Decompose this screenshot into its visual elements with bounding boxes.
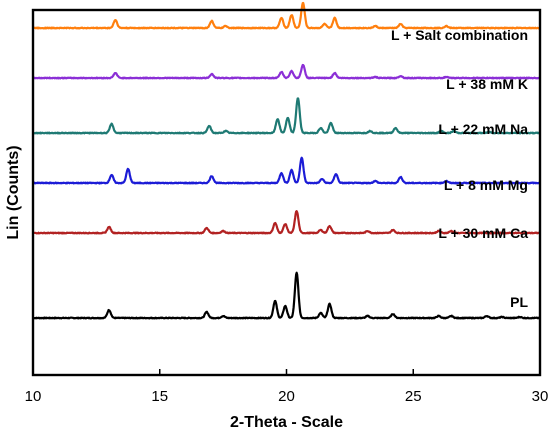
series-traces xyxy=(32,1,541,320)
series-label: L + 22 mM Na xyxy=(438,121,528,137)
series-labels: PL L + 30 mM Ca L + 8 mM Mg L + 22 mM Na L +… xyxy=(391,27,528,310)
x-tick-label: 10 xyxy=(25,388,42,405)
series-label: L + 38 mM K xyxy=(446,76,528,92)
series-line xyxy=(32,156,541,185)
series-line xyxy=(32,210,541,235)
x-axis-ticks: 10 15 20 25 30 xyxy=(25,369,549,405)
series-line xyxy=(32,97,541,135)
series-label: L + Salt combination xyxy=(391,27,528,43)
x-tick-label: 20 xyxy=(278,388,295,405)
series-line xyxy=(32,271,541,320)
series-label: PL xyxy=(510,294,528,310)
x-tick-label: 25 xyxy=(405,388,422,405)
x-axis-title: 2-Theta - Scale xyxy=(230,414,343,431)
series-label: L + 8 mM Mg xyxy=(444,177,528,193)
series-line xyxy=(32,1,541,30)
y-axis-title: Lin (Counts) xyxy=(5,145,22,239)
x-tick-label: 30 xyxy=(532,388,549,405)
series-label: L + 30 mM Ca xyxy=(438,225,528,241)
x-tick-label: 15 xyxy=(151,388,168,405)
series-line xyxy=(32,63,541,80)
